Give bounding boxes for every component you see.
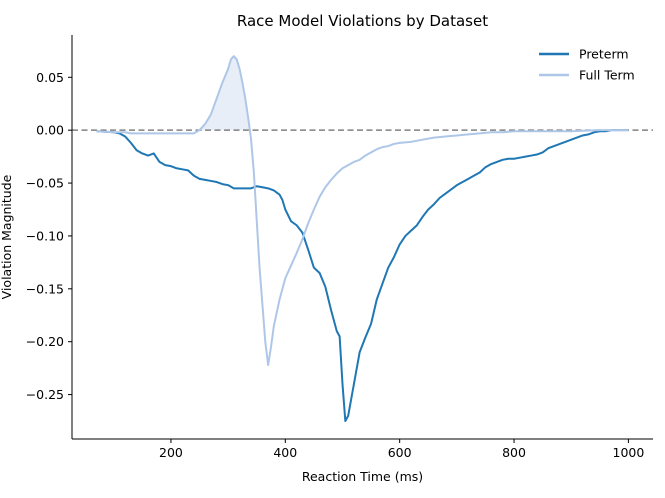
legend-label-preterm: Preterm xyxy=(579,47,629,62)
x-tick-label: 200 xyxy=(159,445,183,460)
chart-title: Race Model Violations by Dataset xyxy=(237,12,488,30)
x-tick-label: 800 xyxy=(502,445,526,460)
y-tick-label: −0.25 xyxy=(26,387,64,402)
y-tick-label: −0.20 xyxy=(26,334,64,349)
x-tick-label: 1000 xyxy=(613,445,645,460)
full-term-positive-fill xyxy=(193,56,251,131)
x-axis-title: Reaction Time (ms) xyxy=(302,469,423,484)
series-line-preterm xyxy=(96,129,629,423)
x-tick-label: 400 xyxy=(273,445,297,460)
series-line-full-term xyxy=(96,55,629,366)
x-tick-label: 600 xyxy=(388,445,412,460)
y-tick-label: −0.15 xyxy=(26,281,64,296)
y-tick-label: −0.05 xyxy=(26,176,64,191)
legend-label-full-term: Full Term xyxy=(579,68,635,83)
plot-area: 200 400 600 800 1000 0.05 0.00 −0.05 −0.10 −0.15 −… xyxy=(26,35,653,460)
y-tick-label: 0.00 xyxy=(36,123,64,138)
y-tick-label: 0.05 xyxy=(36,70,64,85)
legend: Preterm Full Term xyxy=(539,47,635,83)
y-tick-label: −0.10 xyxy=(26,228,64,243)
y-axis-title: Violation Magnitude xyxy=(0,174,14,299)
